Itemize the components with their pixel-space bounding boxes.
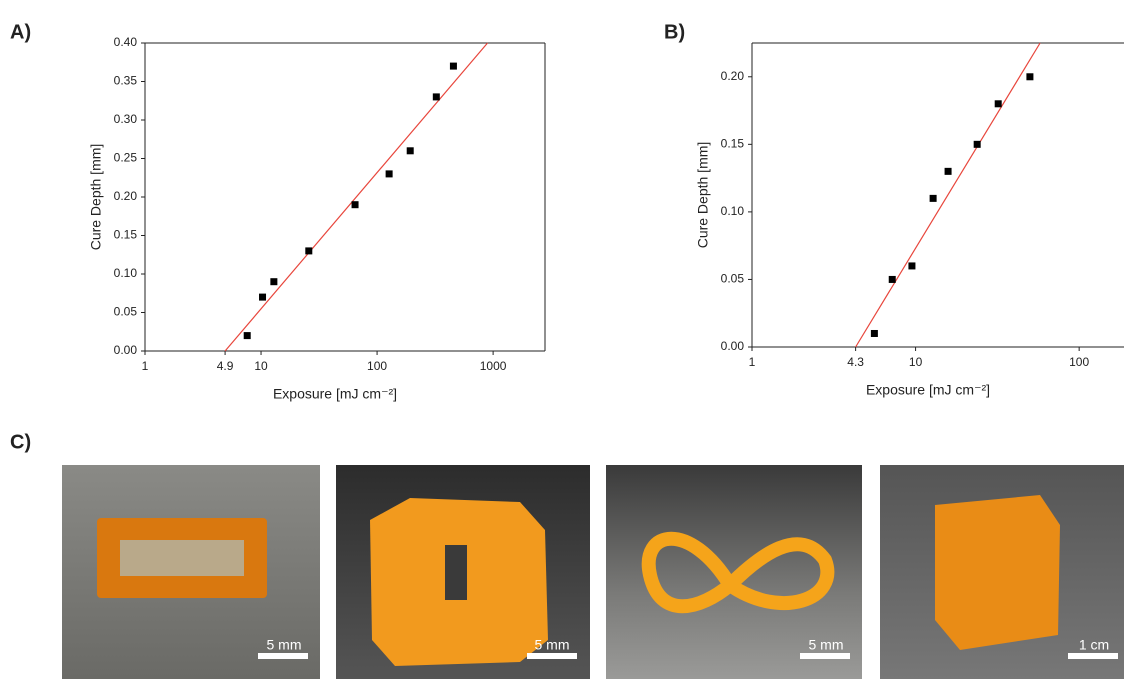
x-axis-label: Exposure [mJ cm⁻²] (273, 386, 397, 402)
figure: A) B) C) 5 mm 5 mm 5 mm 1 cm 0.00 0.05 0.1… (0, 0, 1124, 679)
data-point (407, 147, 414, 154)
y-tick-label: 0.15 (721, 137, 745, 151)
scale-bar-label: 5 mm (535, 637, 570, 653)
x-tick-label: 4.9 (217, 359, 234, 373)
data-point (386, 170, 393, 177)
scale-bar-label: 5 mm (809, 637, 844, 653)
scale-bar-label: 1 cm (1079, 637, 1109, 653)
data-point (305, 247, 312, 254)
y-tick-label: 0.30 (114, 112, 138, 126)
x-tick-label: 100 (1069, 355, 1089, 369)
data-point (871, 330, 878, 337)
x-tick-label: 10 (254, 359, 268, 373)
data-point (908, 262, 915, 269)
x-tick-label: 10 (909, 355, 923, 369)
data-point (945, 168, 952, 175)
data-point (450, 63, 457, 70)
data-point (259, 294, 266, 301)
x-tick-label: 1000 (480, 359, 507, 373)
x-axis-label: Exposure [mJ cm⁻²] (866, 382, 990, 398)
y-tick-label: 0.20 (114, 189, 138, 203)
y-axis-label: Cure Depth [mm] (695, 142, 711, 249)
y-tick-label: 0.10 (721, 204, 745, 218)
x-tick-label: 100 (367, 359, 387, 373)
y-tick-label: 0.20 (721, 69, 745, 83)
y-tick-label: 0.05 (721, 272, 745, 286)
y-tick-label: 0.00 (114, 343, 138, 357)
panel-label: A) (10, 21, 31, 43)
fit-line (856, 43, 1040, 347)
y-tick-label: 0.35 (114, 74, 138, 88)
y-tick-label: 0.10 (114, 266, 138, 280)
y-tick-label: 0.05 (114, 305, 138, 319)
data-point (889, 276, 896, 283)
panel-label: B) (664, 21, 685, 43)
x-tick-label: 4.3 (847, 355, 864, 369)
y-tick-label: 0.00 (721, 339, 745, 353)
data-point (930, 195, 937, 202)
panel-label: C) (10, 431, 31, 453)
x-tick-label: 1 (142, 359, 149, 373)
data-point (433, 93, 440, 100)
fit-line (225, 43, 487, 351)
data-point (244, 332, 251, 339)
y-tick-label: 0.40 (114, 35, 138, 49)
data-point (270, 278, 277, 285)
data-point (1026, 73, 1033, 80)
data-point (995, 100, 1002, 107)
scale-bar-label: 5 mm (267, 637, 302, 653)
y-tick-label: 0.25 (114, 151, 138, 165)
data-point (974, 141, 981, 148)
x-tick-label: 1 (749, 355, 756, 369)
data-point (352, 201, 359, 208)
y-axis-label: Cure Depth [mm] (88, 144, 104, 251)
y-tick-label: 0.15 (114, 228, 138, 242)
